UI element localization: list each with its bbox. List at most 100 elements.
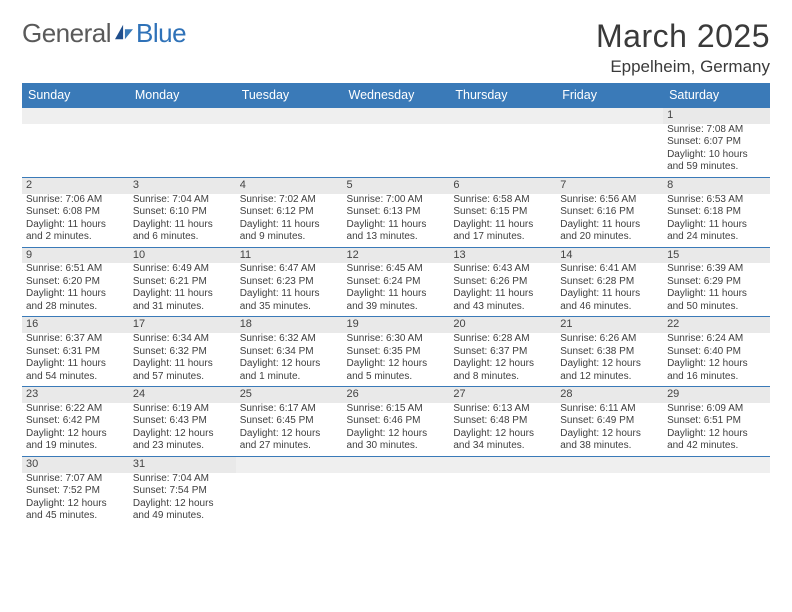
sunrise-line: Sunrise: 6:09 AM [667, 403, 766, 416]
daylight-line: Daylight: 11 hours and 28 minutes. [26, 288, 125, 313]
day-number-cell: 11 [236, 247, 343, 263]
daylight-line: Daylight: 11 hours and 43 minutes. [453, 288, 552, 313]
sunrise-line: Sunrise: 6:24 AM [667, 333, 766, 346]
day-number: 5 [347, 179, 353, 191]
day-number-cell [556, 108, 663, 124]
daylight-line: Daylight: 10 hours and 59 minutes. [667, 149, 766, 174]
daylight-line: Daylight: 11 hours and 24 minutes. [667, 219, 766, 244]
day-content-cell: Sunrise: 6:43 AMSunset: 6:26 PMDaylight:… [449, 263, 556, 317]
day-content-cell [129, 124, 236, 178]
daylight-line: Daylight: 11 hours and 35 minutes. [240, 288, 339, 313]
calendar-body: 1Sunrise: 7:08 AMSunset: 6:07 PMDaylight… [22, 108, 770, 526]
daylight-line: Daylight: 12 hours and 38 minutes. [560, 428, 659, 453]
day-number: 1 [667, 109, 673, 121]
sunrise-line: Sunrise: 6:51 AM [26, 263, 125, 276]
day-number: 6 [453, 179, 459, 191]
day-number-cell [22, 108, 129, 124]
sunrise-line: Sunrise: 7:04 AM [133, 194, 232, 207]
weekday-header: Sunday [22, 83, 129, 108]
day-number-cell: 2 [22, 177, 129, 193]
page-title-location: Eppelheim, Germany [596, 57, 770, 77]
logo-text-general: General [22, 18, 111, 49]
sunrise-line: Sunrise: 6:43 AM [453, 263, 552, 276]
sunrise-line: Sunrise: 6:13 AM [453, 403, 552, 416]
day-content-cell: Sunrise: 7:07 AMSunset: 7:52 PMDaylight:… [22, 473, 129, 526]
day-number-cell: 9 [22, 247, 129, 263]
day-number-cell: 21 [556, 317, 663, 333]
day-content-cell: Sunrise: 6:24 AMSunset: 6:40 PMDaylight:… [663, 333, 770, 387]
daylight-line: Daylight: 11 hours and 13 minutes. [347, 219, 446, 244]
day-number: 7 [560, 179, 566, 191]
day-number: 31 [133, 458, 145, 470]
day-number-cell: 30 [22, 456, 129, 472]
day-number-cell [449, 108, 556, 124]
sunrise-line: Sunrise: 6:17 AM [240, 403, 339, 416]
day-number-cell: 8 [663, 177, 770, 193]
day-content-cell: Sunrise: 6:51 AMSunset: 6:20 PMDaylight:… [22, 263, 129, 317]
day-number: 30 [26, 458, 38, 470]
sunrise-line: Sunrise: 6:28 AM [453, 333, 552, 346]
day-number-cell [236, 108, 343, 124]
day-content-cell [449, 124, 556, 178]
day-content-cell: Sunrise: 7:04 AMSunset: 6:10 PMDaylight:… [129, 194, 236, 248]
day-content-cell: Sunrise: 6:53 AMSunset: 6:18 PMDaylight:… [663, 194, 770, 248]
day-number: 18 [240, 318, 252, 330]
day-number-cell: 17 [129, 317, 236, 333]
sunset-line: Sunset: 6:21 PM [133, 276, 232, 289]
day-number-cell: 1 [663, 108, 770, 124]
logo: General Blue [22, 18, 186, 49]
day-number: 17 [133, 318, 145, 330]
weekday-header: Monday [129, 83, 236, 108]
day-content-cell: Sunrise: 6:56 AMSunset: 6:16 PMDaylight:… [556, 194, 663, 248]
day-number: 22 [667, 318, 679, 330]
daylight-line: Daylight: 11 hours and 31 minutes. [133, 288, 232, 313]
sunrise-line: Sunrise: 6:30 AM [347, 333, 446, 346]
daylight-line: Daylight: 11 hours and 54 minutes. [26, 358, 125, 383]
day-number-cell: 13 [449, 247, 556, 263]
day-number-cell: 4 [236, 177, 343, 193]
day-number: 15 [667, 249, 679, 261]
sunrise-line: Sunrise: 6:53 AM [667, 194, 766, 207]
daylight-line: Daylight: 11 hours and 6 minutes. [133, 219, 232, 244]
daylight-line: Daylight: 12 hours and 12 minutes. [560, 358, 659, 383]
sunset-line: Sunset: 6:38 PM [560, 346, 659, 359]
sunset-line: Sunset: 6:16 PM [560, 206, 659, 219]
weekday-header: Saturday [663, 83, 770, 108]
day-content-cell: Sunrise: 6:58 AMSunset: 6:15 PMDaylight:… [449, 194, 556, 248]
day-number: 19 [347, 318, 359, 330]
day-number-cell [343, 456, 450, 472]
sunrise-line: Sunrise: 6:37 AM [26, 333, 125, 346]
day-number: 11 [240, 249, 251, 261]
daylight-line: Daylight: 12 hours and 23 minutes. [133, 428, 232, 453]
day-content-cell: Sunrise: 6:45 AMSunset: 6:24 PMDaylight:… [343, 263, 450, 317]
day-number-cell: 6 [449, 177, 556, 193]
day-content-cell: Sunrise: 6:41 AMSunset: 6:28 PMDaylight:… [556, 263, 663, 317]
day-number-cell: 23 [22, 387, 129, 403]
sunset-line: Sunset: 6:15 PM [453, 206, 552, 219]
day-number-cell: 5 [343, 177, 450, 193]
day-number-cell: 24 [129, 387, 236, 403]
sunrise-line: Sunrise: 7:08 AM [667, 124, 766, 137]
daylight-line: Daylight: 11 hours and 2 minutes. [26, 219, 125, 244]
sunrise-line: Sunrise: 6:39 AM [667, 263, 766, 276]
header: General Blue March 2025 Eppelheim, Germa… [22, 18, 770, 77]
logo-text-blue: Blue [136, 18, 186, 49]
day-content-cell: Sunrise: 6:19 AMSunset: 6:43 PMDaylight:… [129, 403, 236, 457]
weekday-header: Friday [556, 83, 663, 108]
sunset-line: Sunset: 6:51 PM [667, 415, 766, 428]
sunrise-line: Sunrise: 6:56 AM [560, 194, 659, 207]
day-number: 16 [26, 318, 38, 330]
day-content-cell [236, 124, 343, 178]
sunrise-line: Sunrise: 6:32 AM [240, 333, 339, 346]
daylight-line: Daylight: 11 hours and 46 minutes. [560, 288, 659, 313]
sunrise-line: Sunrise: 7:00 AM [347, 194, 446, 207]
sunset-line: Sunset: 6:07 PM [667, 136, 766, 149]
day-content-cell: Sunrise: 7:00 AMSunset: 6:13 PMDaylight:… [343, 194, 450, 248]
day-number-cell: 3 [129, 177, 236, 193]
day-content-cell [663, 473, 770, 526]
day-number: 25 [240, 388, 252, 400]
daylight-line: Daylight: 12 hours and 34 minutes. [453, 428, 552, 453]
sunset-line: Sunset: 6:13 PM [347, 206, 446, 219]
daylight-line: Daylight: 12 hours and 45 minutes. [26, 498, 125, 523]
sunrise-line: Sunrise: 6:47 AM [240, 263, 339, 276]
